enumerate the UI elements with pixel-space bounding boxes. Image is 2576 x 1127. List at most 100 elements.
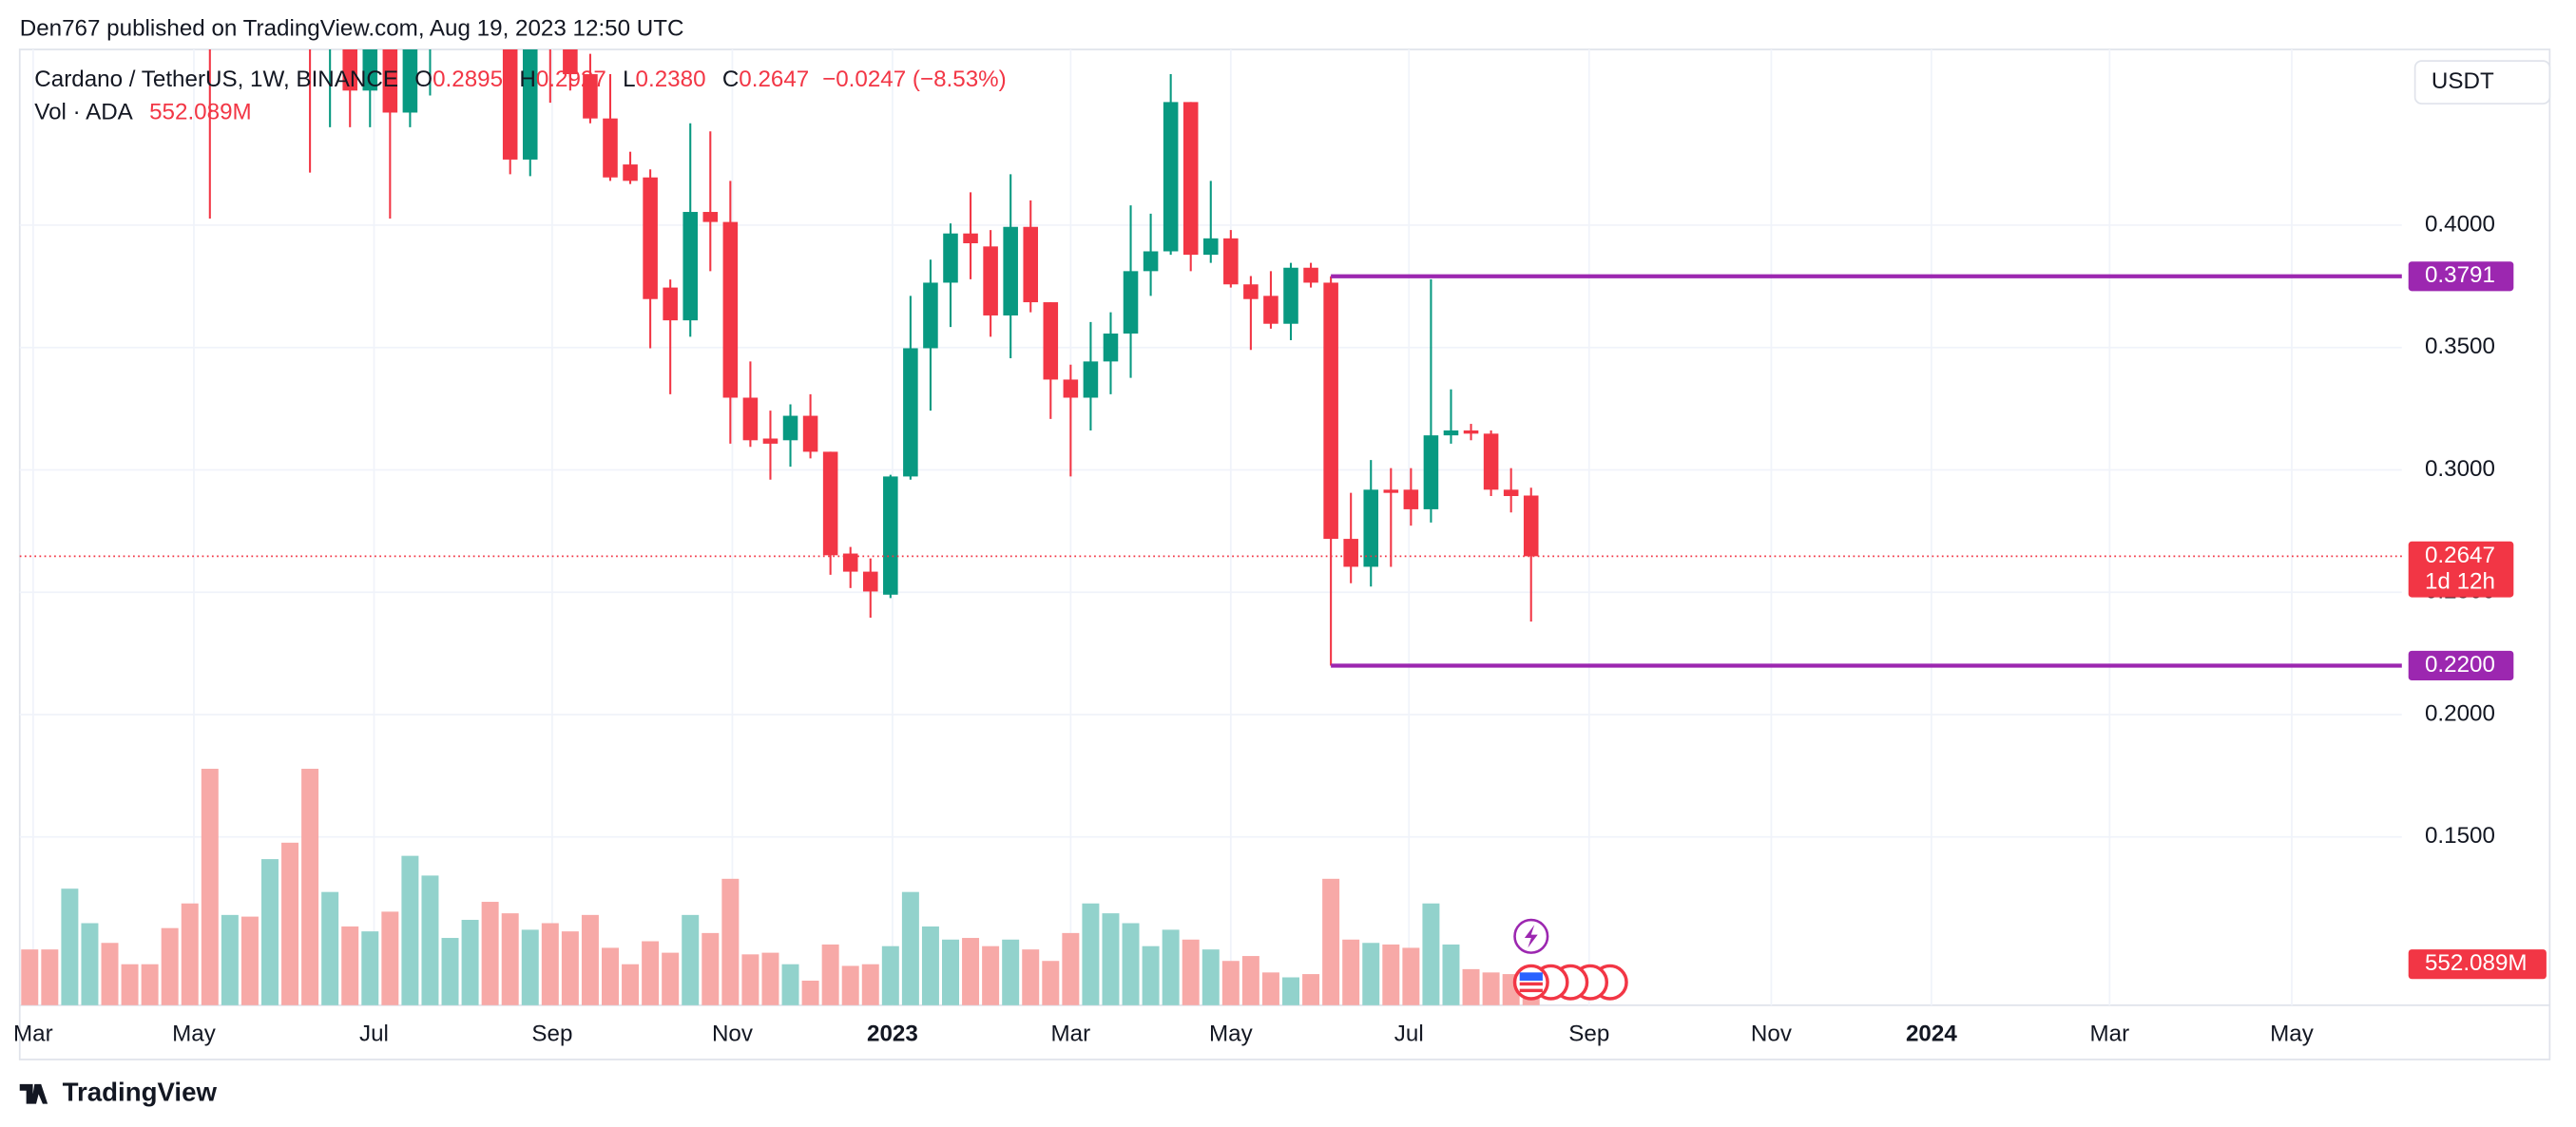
candle-body bbox=[923, 282, 938, 349]
legend-key: H bbox=[519, 67, 535, 92]
volume-bar bbox=[1342, 939, 1360, 1005]
candle-body bbox=[603, 118, 618, 178]
y-tick-label: 0.3500 bbox=[2425, 334, 2495, 359]
volume-bar bbox=[622, 964, 640, 1005]
event-icons bbox=[1512, 918, 1628, 1001]
volume-bar bbox=[962, 938, 980, 1005]
candle-body bbox=[362, 49, 378, 91]
x-tick-label: Sep bbox=[531, 1021, 572, 1046]
flag-canton bbox=[1519, 972, 1543, 981]
candle-body bbox=[643, 177, 658, 299]
volume-bar bbox=[1382, 944, 1400, 1005]
x-tick-label: May bbox=[2270, 1021, 2315, 1046]
volume-bar bbox=[181, 903, 199, 1005]
volume-bar bbox=[841, 965, 859, 1005]
volume-bar bbox=[1162, 929, 1180, 1005]
x-tick-label: Nov bbox=[712, 1021, 754, 1046]
volume-bar bbox=[481, 902, 499, 1005]
candle-body bbox=[1283, 267, 1298, 324]
overlay: 0.15000.20000.25000.30000.35000.4000MarM… bbox=[13, 211, 2547, 1046]
x-tick-label: Jul bbox=[1394, 1021, 1424, 1046]
candle-body bbox=[1103, 334, 1119, 362]
candle-body bbox=[1323, 282, 1338, 540]
volume-bar bbox=[461, 920, 479, 1005]
volume-bar bbox=[662, 952, 680, 1005]
x-tick-label: 2023 bbox=[867, 1021, 918, 1046]
volume-legend: Vol · ADA 552.089M bbox=[34, 100, 251, 125]
chart-frame bbox=[18, 48, 2551, 1060]
candle-body bbox=[1523, 495, 1539, 557]
x-tick-label: Sep bbox=[1568, 1021, 1609, 1046]
volume-bar bbox=[1221, 961, 1240, 1005]
volume-tag bbox=[2408, 949, 2547, 980]
volume-bar bbox=[1442, 944, 1460, 1005]
candle-body bbox=[623, 164, 638, 181]
candle-body bbox=[1303, 267, 1318, 283]
candle-body bbox=[522, 49, 538, 160]
volume-bar bbox=[642, 941, 660, 1005]
volume-bar bbox=[702, 932, 720, 1005]
volume-bar bbox=[301, 769, 319, 1005]
volume-bar bbox=[61, 888, 79, 1005]
volume-bar bbox=[260, 859, 279, 1005]
y-tick-label: 0.4000 bbox=[2425, 211, 2495, 237]
countdown-label: 1d 12h bbox=[2425, 568, 2495, 594]
x-tick-label: May bbox=[1209, 1021, 1254, 1046]
volume-bar bbox=[1422, 903, 1440, 1005]
legend-change: −0.0247 (−8.53%) bbox=[822, 67, 1007, 92]
volume-bar bbox=[521, 929, 539, 1005]
candle-body bbox=[802, 415, 818, 452]
volume-bar bbox=[1201, 949, 1220, 1005]
candle-body bbox=[1343, 539, 1358, 567]
candle-body bbox=[1202, 238, 1219, 256]
candle-body bbox=[1083, 361, 1099, 398]
volume-bar bbox=[581, 914, 599, 1005]
x-tick-label: Mar bbox=[1051, 1021, 1091, 1046]
volume-bar bbox=[21, 949, 39, 1005]
volume-bar bbox=[101, 943, 119, 1005]
volume-bar bbox=[1282, 977, 1299, 1005]
candle-body bbox=[1443, 430, 1459, 436]
volume-bar bbox=[1241, 956, 1259, 1005]
volume-bar bbox=[1122, 923, 1140, 1005]
volume-bar bbox=[361, 931, 379, 1005]
volume-bar bbox=[721, 878, 740, 1005]
volume-bar bbox=[41, 949, 59, 1005]
volume-bar bbox=[341, 926, 359, 1005]
candle-body bbox=[822, 451, 838, 556]
legend-value: 0.2927 bbox=[536, 67, 606, 92]
footer-logo bbox=[19, 1083, 48, 1104]
level-tag-label: 0.3791 bbox=[2425, 262, 2495, 288]
flag-stripe bbox=[1519, 982, 1543, 986]
currency-button[interactable] bbox=[2413, 60, 2551, 105]
candle-body bbox=[782, 415, 798, 441]
candle-body bbox=[1143, 251, 1159, 272]
level-tag-label: 0.2200 bbox=[2425, 652, 2495, 678]
volume-bar bbox=[801, 980, 819, 1005]
volume-bar bbox=[121, 964, 139, 1005]
volume-bar bbox=[1322, 878, 1340, 1005]
candle-body bbox=[1243, 284, 1259, 299]
x-tick-label: Mar bbox=[13, 1021, 53, 1046]
candle-body bbox=[903, 348, 918, 477]
footer-brand: TradingView bbox=[63, 1078, 218, 1107]
volume-bar bbox=[381, 911, 399, 1005]
candle-body bbox=[1483, 433, 1499, 490]
publish-header: Den767 published on TradingView.com, Aug… bbox=[20, 16, 684, 42]
candle-body bbox=[1023, 226, 1039, 303]
candles bbox=[208, 49, 1539, 666]
volume-bar bbox=[161, 927, 179, 1005]
volume-bar bbox=[1261, 972, 1279, 1005]
level-tag bbox=[2408, 650, 2514, 681]
volume-bar bbox=[281, 842, 299, 1005]
volume-bar bbox=[541, 923, 559, 1005]
volume-bar bbox=[1102, 913, 1120, 1005]
candle-body bbox=[1363, 489, 1379, 567]
volume-bar bbox=[141, 964, 159, 1005]
level-tag bbox=[2408, 261, 2514, 292]
volume-bar bbox=[741, 954, 759, 1005]
volume-bar bbox=[1402, 947, 1420, 1005]
legend-key: C bbox=[722, 67, 739, 92]
volume-bar bbox=[321, 891, 339, 1005]
y-tick-label: 0.2000 bbox=[2425, 700, 2495, 726]
